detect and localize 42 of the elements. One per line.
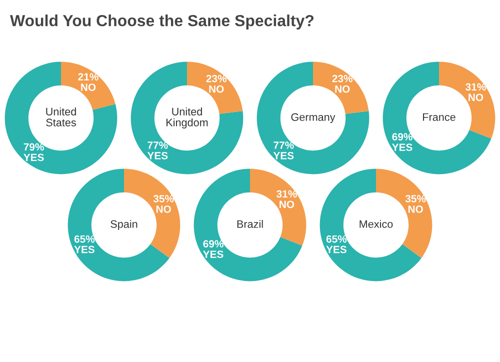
slice-label: YES [326,246,346,254]
donut-slice [256,62,370,174]
slice-label: NO [468,94,484,102]
slice-label: NO [408,206,423,213]
donut-slice [130,62,244,174]
data-label: 65% [326,235,347,243]
slice-label: YES [147,152,168,160]
text: United States [46,108,76,126]
slice-label: YES [24,154,44,162]
data-label: 35% [405,195,426,202]
donut-slice [382,62,492,174]
slice-label: YES [273,152,294,160]
data-label: 69% [392,133,412,141]
slice-label: NO [81,84,96,91]
data-label: 31% [466,83,486,91]
data-label: 31% [276,190,297,198]
slice-label: YES [392,144,412,151]
slice-label: NO [156,206,171,213]
text: Germany [291,113,336,124]
slice-label: NO [335,85,350,93]
text: France [423,113,456,121]
data-label: 23% [332,74,353,82]
slice-label: NO [280,200,294,208]
data-label: 21% [78,73,98,80]
donut-slice [4,62,118,174]
text: United Kingdom [166,108,208,128]
donut-slice [313,62,369,114]
data-label: 77% [274,142,294,149]
data-label: 77% [148,142,168,149]
slice-label: YES [203,250,224,258]
donut-slice [194,168,302,282]
data-label: 23% [206,74,227,82]
text: Brazil [237,220,263,228]
text: Mexico [360,220,393,228]
text: Spain [110,220,138,230]
data-label: 69% [203,240,224,248]
data-label: 79% [24,143,44,151]
data-label: 35% [153,195,174,202]
text: Would You Choose the Same Specialty? [10,14,314,30]
slice-label: NO [209,85,224,93]
slice-label: YES [74,246,94,254]
data-label: 65% [74,235,95,243]
